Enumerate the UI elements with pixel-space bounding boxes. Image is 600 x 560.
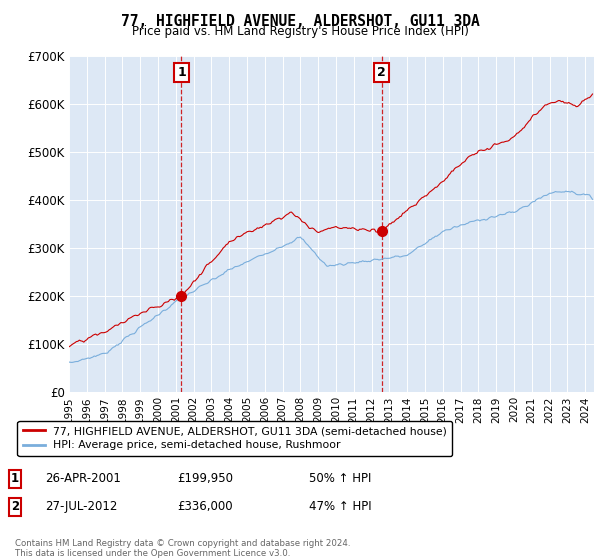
Text: 27-JUL-2012: 27-JUL-2012: [45, 500, 118, 514]
Text: Contains HM Land Registry data © Crown copyright and database right 2024.
This d: Contains HM Land Registry data © Crown c…: [15, 539, 350, 558]
Text: 47% ↑ HPI: 47% ↑ HPI: [309, 500, 371, 514]
Text: 50% ↑ HPI: 50% ↑ HPI: [309, 472, 371, 486]
Text: Price paid vs. HM Land Registry's House Price Index (HPI): Price paid vs. HM Land Registry's House …: [131, 25, 469, 38]
Text: 1: 1: [177, 66, 186, 80]
Text: £336,000: £336,000: [177, 500, 233, 514]
Text: 2: 2: [377, 66, 386, 80]
Text: £199,950: £199,950: [177, 472, 233, 486]
Text: 77, HIGHFIELD AVENUE, ALDERSHOT, GU11 3DA: 77, HIGHFIELD AVENUE, ALDERSHOT, GU11 3D…: [121, 14, 479, 29]
Text: 26-APR-2001: 26-APR-2001: [45, 472, 121, 486]
Text: 2: 2: [11, 500, 19, 514]
Text: 1: 1: [11, 472, 19, 486]
Legend: 77, HIGHFIELD AVENUE, ALDERSHOT, GU11 3DA (semi-detached house), HPI: Average pr: 77, HIGHFIELD AVENUE, ALDERSHOT, GU11 3D…: [17, 421, 452, 456]
